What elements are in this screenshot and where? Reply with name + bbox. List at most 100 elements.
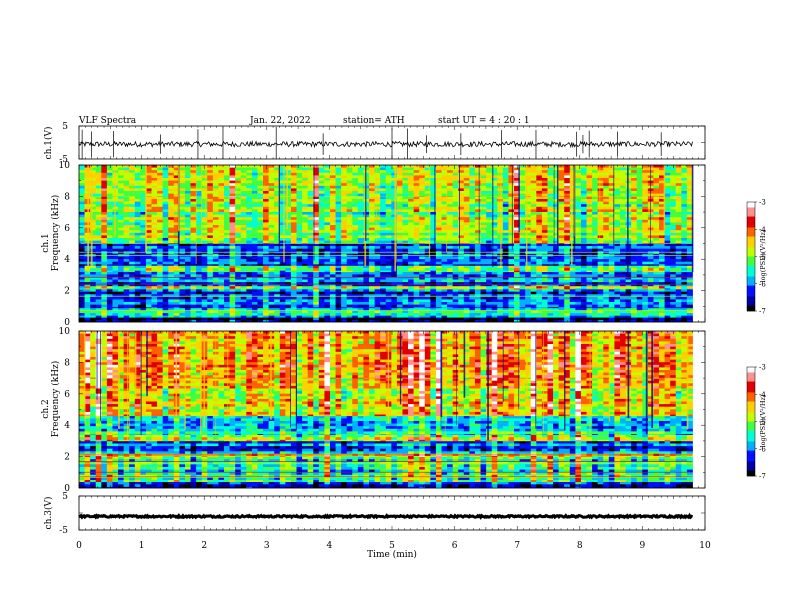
spectrogram-cell	[90, 246, 97, 249]
spectrogram-cell	[441, 261, 448, 265]
spectrogram-cell	[525, 274, 532, 278]
spectrogram-cell	[168, 317, 175, 321]
spectrogram-cell	[385, 289, 392, 292]
spectrogram-cell	[173, 296, 180, 300]
spectrogram-cell	[653, 313, 660, 316]
spectrogram-cell	[575, 294, 582, 298]
spectrogram-cell	[246, 302, 253, 305]
spectrogram-cell	[279, 291, 286, 295]
spectrogram-cell	[474, 310, 481, 314]
spectrogram-cell	[290, 246, 297, 249]
spectrogram-cell	[251, 271, 258, 275]
spectrogram-cell	[84, 294, 91, 298]
spectrogram-cell	[106, 271, 113, 275]
spectrogram-cell	[491, 270, 498, 273]
spectrogram-cell	[681, 206, 688, 210]
spectrogram-cell	[636, 256, 643, 260]
spectrogram-cell	[218, 319, 225, 323]
spectrogram-cell	[541, 313, 548, 316]
spectrogram-cell	[173, 206, 180, 210]
spectrogram-cell	[363, 294, 370, 298]
spectrogram-cell	[235, 212, 242, 215]
spectrogram-cell	[118, 315, 125, 318]
spectrogram-cell	[564, 217, 571, 221]
spectrogram-cell	[447, 291, 454, 295]
spectrogram-cell	[157, 294, 164, 298]
spectrogram-cell	[79, 284, 85, 287]
spectrogram-cell	[664, 243, 671, 247]
spectrogram-cell	[619, 307, 626, 311]
spectrogram-cell	[396, 296, 403, 300]
spectrogram-cell	[564, 214, 571, 218]
spectrogram-cell	[441, 264, 448, 266]
spectrogram-cell	[463, 259, 470, 262]
spectrogram-cell	[145, 251, 152, 255]
spectrogram-cell	[184, 196, 191, 200]
spectrogram-cell	[224, 274, 230, 278]
spectrogram-cell	[619, 214, 626, 218]
spectrogram-cell	[318, 276, 325, 280]
spectrogram-cell	[480, 296, 487, 300]
spectrogram-cell	[251, 243, 258, 247]
spectrogram-cell	[396, 291, 403, 295]
spectrogram-cell	[502, 268, 509, 271]
spectrogram-cell	[670, 284, 677, 287]
spectrogram-cell	[212, 315, 219, 318]
spectrogram-cell	[636, 276, 643, 280]
spectrogram-cell	[458, 243, 465, 247]
spectrogram-cell	[257, 268, 264, 271]
spectrogram-cell	[151, 299, 158, 303]
spectrogram-cell	[670, 212, 677, 215]
spectrogram-cell	[385, 214, 392, 218]
spectrogram-cell	[274, 279, 281, 283]
spectrogram-cell	[619, 307, 626, 309]
spectrogram-cell	[647, 264, 654, 266]
spectrogram-cell	[380, 288, 387, 290]
spectrogram-cell	[380, 248, 387, 252]
spectrogram-cell	[224, 288, 230, 290]
spectrogram-cell	[240, 289, 247, 292]
spectrogram-cell	[207, 313, 214, 316]
spectrogram-cell	[491, 317, 498, 321]
spectrogram-cell	[212, 253, 219, 257]
spectrogram-cell	[224, 285, 230, 289]
spectrogram-cell	[486, 270, 493, 273]
spectrogram-cell	[274, 313, 281, 316]
spectrogram-cell	[235, 302, 242, 305]
spectrogram-cell	[184, 271, 191, 275]
spectrogram-cell	[313, 209, 320, 213]
spectrogram-cell	[497, 196, 504, 200]
spectrogram-cell	[162, 268, 169, 271]
spectrogram-cell	[380, 310, 387, 314]
spectrogram-cell	[497, 206, 504, 210]
spectrogram-cell	[659, 310, 665, 314]
spectrogram-cell	[145, 294, 152, 298]
spectrogram-cell	[547, 259, 554, 262]
spectrogram-cell	[129, 248, 136, 252]
spectrogram-cell	[134, 248, 141, 252]
spectrogram-cell	[525, 270, 532, 273]
spectrogram-cell	[151, 243, 158, 247]
spectrogram-cell	[541, 310, 548, 314]
spectrogram-cell	[162, 319, 169, 323]
spectrogram-cell	[463, 302, 470, 305]
spectrogram-cell	[318, 248, 325, 252]
spectrogram-cell	[575, 261, 582, 265]
spectrogram-cell	[525, 289, 532, 292]
spectrogram-cell	[592, 270, 599, 273]
spectrogram-cell	[218, 268, 225, 271]
spectrogram-cell	[374, 212, 381, 215]
spectrogram-cell	[430, 214, 437, 218]
spectrogram-cell	[196, 204, 203, 208]
spectrogram-cell	[575, 319, 582, 323]
spectrogram-cell	[90, 217, 97, 221]
spectrogram-cell	[580, 256, 587, 260]
spectrogram-cell	[313, 307, 320, 309]
spectrogram-cell	[140, 317, 147, 321]
spectrogram-cell	[575, 307, 582, 311]
spectrogram-cell	[686, 307, 693, 311]
spectrogram-cell	[402, 274, 409, 278]
spectrogram-cell	[597, 212, 604, 215]
spectrogram-cell	[480, 307, 487, 311]
spectrogram-cell	[380, 199, 387, 202]
